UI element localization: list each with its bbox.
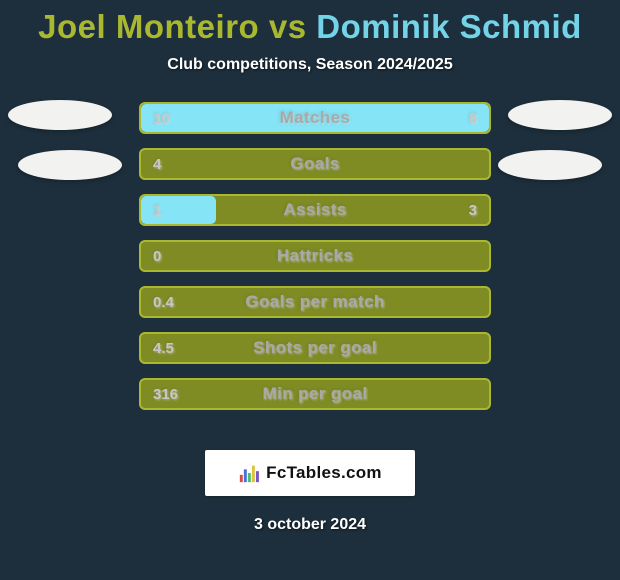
stat-value-left: 316 bbox=[153, 380, 178, 408]
stat-bar-fill bbox=[141, 104, 489, 132]
stat-bar: Hattricks0 bbox=[139, 240, 491, 272]
content-root: Joel Monteiro vs Dominik Schmid Club com… bbox=[0, 0, 620, 580]
stat-row: Min per goal316 bbox=[0, 378, 620, 410]
stat-row: Goals4 bbox=[0, 148, 620, 180]
stat-bar: Assists13 bbox=[139, 194, 491, 226]
stat-row: Assists13 bbox=[0, 194, 620, 226]
stat-row: Matches108 bbox=[0, 102, 620, 134]
watermark-badge: FcTables.com bbox=[205, 450, 415, 496]
stat-bar: Min per goal316 bbox=[139, 378, 491, 410]
stat-bar: Goals per match0.4 bbox=[139, 286, 491, 318]
stat-bar: Goals4 bbox=[139, 148, 491, 180]
stat-value-left: 4 bbox=[153, 150, 161, 178]
comparison-chart: Matches108 Goals4 Assists13 Hattricks0 Goals… bbox=[0, 102, 620, 412]
title-player2: Dominik Schmid bbox=[316, 8, 582, 45]
stat-label: Min per goal bbox=[141, 380, 489, 408]
stat-value-left: 0 bbox=[153, 242, 161, 270]
bars-icon bbox=[238, 462, 260, 484]
date-stamp: 3 october 2024 bbox=[0, 516, 620, 534]
stat-bar: Shots per goal4.5 bbox=[139, 332, 491, 364]
stat-row: Hattricks0 bbox=[0, 240, 620, 272]
subtitle: Club competitions, Season 2024/2025 bbox=[0, 56, 620, 74]
stat-value-right: 3 bbox=[469, 196, 477, 224]
page-title: Joel Monteiro vs Dominik Schmid bbox=[0, 0, 620, 46]
stat-row: Shots per goal4.5 bbox=[0, 332, 620, 364]
stat-row: Goals per match0.4 bbox=[0, 286, 620, 318]
stat-label: Goals per match bbox=[141, 288, 489, 316]
title-vs: vs bbox=[269, 8, 307, 45]
stat-value-left: 4.5 bbox=[153, 334, 174, 362]
stat-label: Hattricks bbox=[141, 242, 489, 270]
stat-bar: Matches108 bbox=[139, 102, 491, 134]
stat-label: Shots per goal bbox=[141, 334, 489, 362]
stat-bar-fill bbox=[141, 196, 216, 224]
title-player1: Joel Monteiro bbox=[38, 8, 259, 45]
stat-value-left: 0.4 bbox=[153, 288, 174, 316]
stat-label: Goals bbox=[141, 150, 489, 178]
watermark-text: FcTables.com bbox=[266, 463, 382, 483]
